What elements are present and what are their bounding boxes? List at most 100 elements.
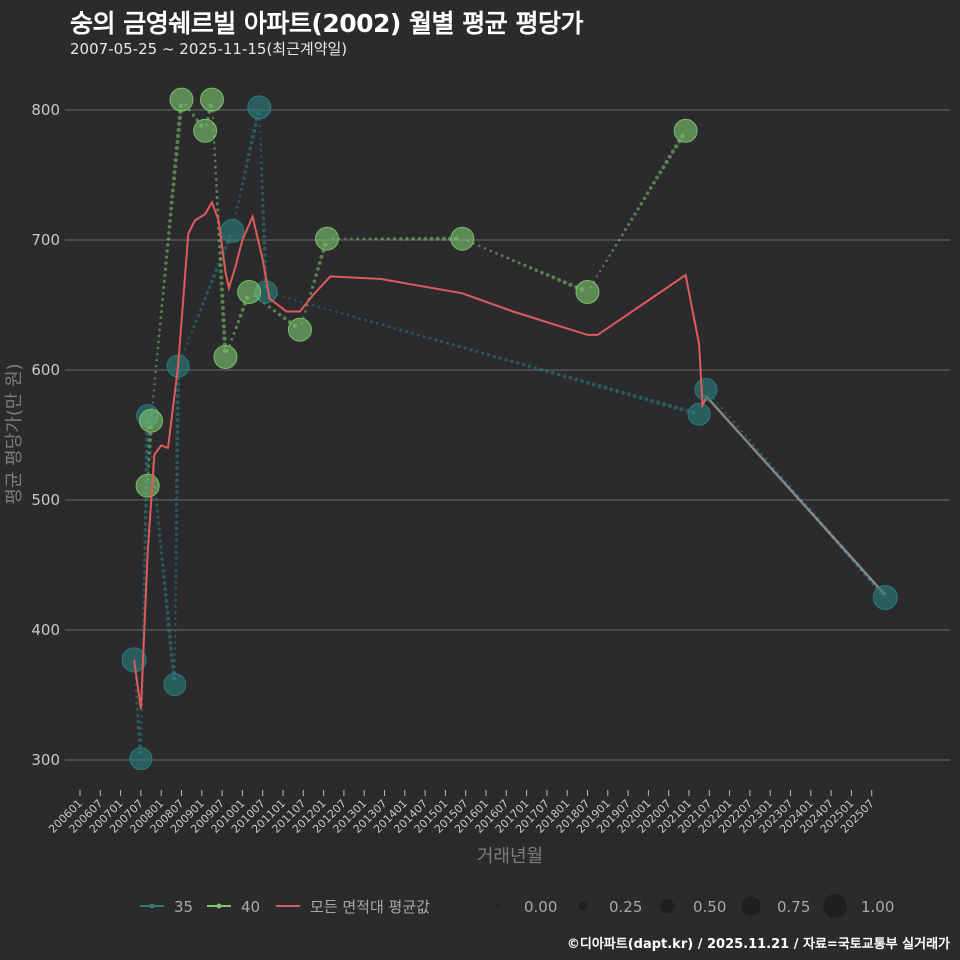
trail-dot-35 — [492, 354, 497, 359]
trail-dot-35 — [188, 336, 191, 340]
trail-dot-40 — [216, 208, 220, 212]
trail-dot-35 — [144, 461, 149, 466]
trail-dot-40 — [222, 330, 227, 335]
trail-dot-35 — [174, 581, 178, 584]
trail-dot-40 — [595, 275, 599, 278]
trail-dot-35 — [174, 556, 178, 560]
trail-dot-40 — [362, 237, 366, 241]
average-line-path — [133, 199, 707, 710]
trail-dot-35 — [175, 406, 180, 411]
trail-dot-35 — [143, 521, 148, 526]
trail-dot-40 — [236, 319, 241, 324]
trail-dot-40 — [147, 471, 150, 474]
trail-dot-40 — [648, 186, 653, 190]
trail-dot-35 — [245, 158, 250, 163]
trail-dot-35 — [144, 467, 149, 472]
trail-dot-35 — [170, 664, 176, 669]
size-legend-label: 0.75 — [777, 898, 810, 916]
trail-dot-35 — [260, 191, 265, 196]
trail-dot-35 — [259, 155, 263, 158]
trail-dot-40 — [152, 395, 155, 398]
trail-dot-40 — [172, 170, 177, 175]
trail-dot-40 — [161, 291, 165, 295]
trail-dot-40 — [213, 159, 217, 163]
trail-dot-35 — [261, 204, 265, 208]
point-40 — [199, 87, 224, 112]
trail-dot-40 — [282, 316, 287, 321]
trail-dot-35 — [185, 342, 189, 345]
trail-dot-40 — [540, 270, 544, 275]
trail-dot-35 — [673, 405, 678, 410]
trail-dot-40 — [639, 201, 644, 206]
trail-dot-35 — [174, 514, 179, 519]
y-tick-label: 500 — [31, 491, 60, 509]
trail-dot-35 — [212, 274, 217, 278]
trail-dot-40 — [627, 222, 631, 226]
trail-dot-35 — [175, 454, 180, 459]
trail-dot-35 — [155, 509, 159, 513]
trail-dot-35 — [387, 325, 391, 329]
trail-dot-35 — [410, 331, 414, 335]
trail-dot-40 — [220, 293, 225, 298]
trail-dot-40 — [162, 279, 166, 283]
trail-dot-40 — [399, 236, 403, 241]
trail-dot-40 — [645, 191, 650, 195]
trail-dot-35 — [205, 291, 210, 295]
trail-dot-35 — [174, 587, 178, 590]
trail-dot-40 — [174, 145, 180, 151]
trail-dot-35 — [262, 234, 266, 239]
trail-dot-35 — [175, 430, 180, 435]
trail-dot-40 — [211, 116, 215, 120]
trail-dot-35 — [261, 210, 265, 214]
trail-dot-40 — [169, 206, 174, 211]
point-40 — [193, 118, 218, 143]
trail-dot-40 — [528, 266, 533, 270]
trail-dot-35 — [159, 545, 163, 549]
trail-dot-40 — [174, 152, 179, 157]
trail-dot-40 — [147, 458, 151, 462]
trail-dot-35 — [716, 402, 719, 405]
trail-dot-35 — [161, 569, 166, 573]
size-legend-label: 1.00 — [861, 898, 894, 916]
legend-label: 모든 면적대 평균값 — [310, 898, 430, 916]
trail-dot-35 — [533, 366, 538, 370]
trail-dot-40 — [157, 340, 160, 344]
legend-label: 40 — [241, 898, 260, 916]
trail-dot-35 — [174, 629, 177, 632]
trail-dot-40 — [222, 336, 227, 341]
trail-dot-40 — [670, 149, 676, 154]
y-tick-label: 700 — [31, 231, 60, 249]
trail-dot-40 — [664, 159, 669, 165]
trail-dot-35 — [134, 689, 138, 693]
trail-dot-35 — [568, 375, 573, 380]
trail-dot-40 — [614, 243, 618, 247]
trail-dot-40 — [661, 165, 666, 170]
trail-dot-35 — [656, 400, 661, 405]
point-35 — [163, 673, 187, 697]
trail-dot-35 — [174, 568, 178, 572]
trail-dot-35 — [486, 353, 491, 357]
trail-dot-35 — [150, 456, 154, 459]
trail-dot-40 — [187, 108, 191, 112]
trail-dot-40 — [423, 236, 428, 241]
point-40 — [169, 87, 194, 112]
trail-dot-40 — [489, 249, 493, 253]
trail-dot-40 — [214, 165, 217, 169]
trail-dot-35 — [143, 558, 147, 562]
trail-dot-40 — [667, 154, 672, 159]
trail-dot-40 — [636, 207, 640, 211]
trail-dot-35 — [174, 641, 177, 644]
trail-dot-40 — [163, 267, 168, 271]
trail-dot-40 — [175, 133, 181, 139]
trail-dot-40 — [171, 182, 176, 187]
trail-dot-40 — [234, 325, 238, 330]
trail-dot-35 — [253, 122, 258, 128]
trail-dot-40 — [158, 328, 162, 332]
trail-dot-35 — [164, 604, 169, 609]
point-40 — [287, 317, 312, 342]
trail-dot-40 — [161, 298, 165, 302]
trail-dot-35 — [162, 581, 167, 585]
trail-dot-35 — [156, 521, 161, 525]
trail-dot-40 — [175, 139, 180, 145]
